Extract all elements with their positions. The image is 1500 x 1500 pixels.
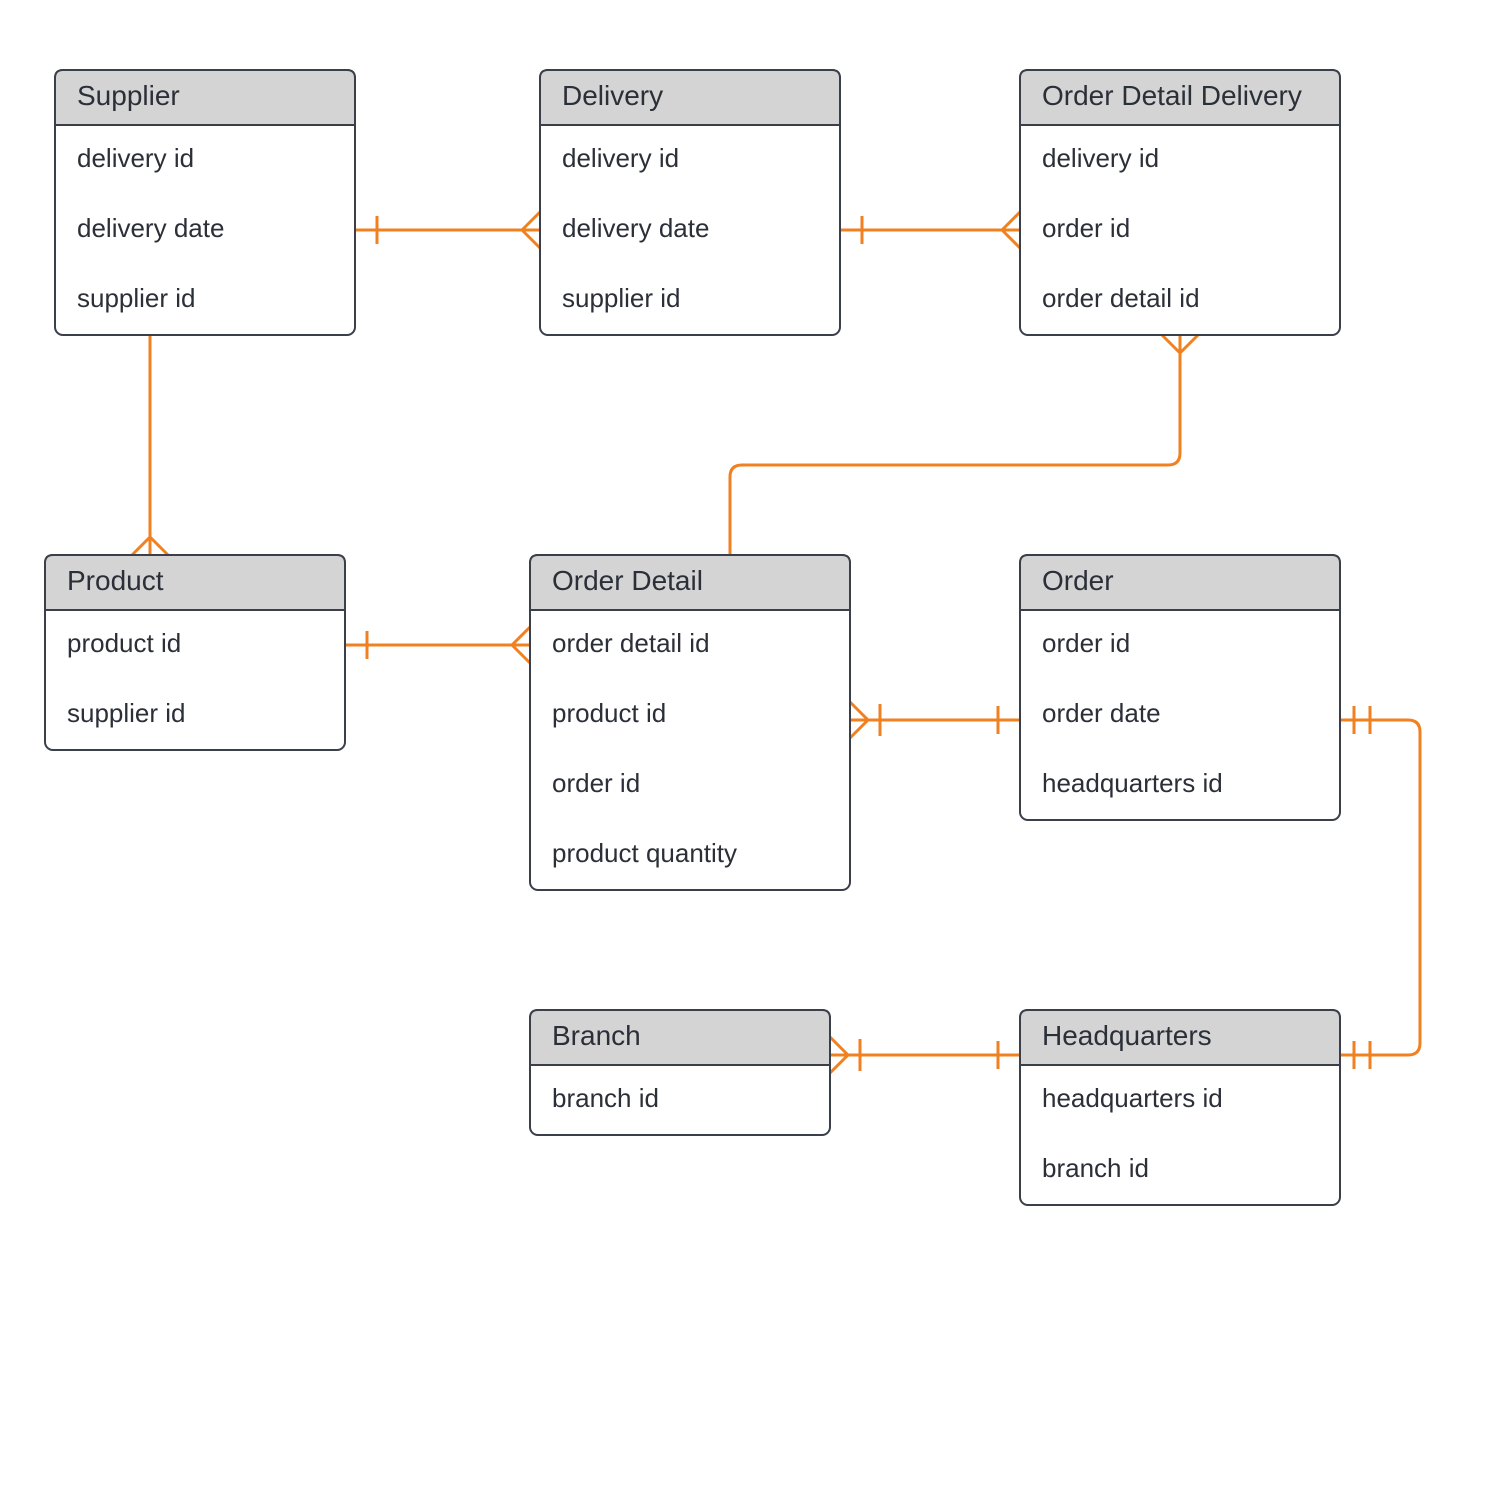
entities: Supplier delivery id delivery date supplier… [45,70,1340,1205]
connector-supplier-product [132,335,168,555]
entity-title: Product [67,565,164,596]
entity-attr: branch id [552,1083,659,1113]
entity-hq: Headquarters headquarters id branch id [1020,1010,1340,1205]
entity-attr: branch id [1042,1153,1149,1183]
connector-delivery-odd [840,212,1020,248]
entity-attr: order id [1042,213,1130,243]
entity-title: Headquarters [1042,1020,1212,1051]
entity-attr: supplier id [67,698,186,728]
connector-order-hq [1340,706,1420,1069]
entity-attr: supplier id [562,283,681,313]
entity-odd: Order Detail Delivery delivery id order id… [1020,70,1340,335]
er-diagram: Supplier delivery id delivery date supplier… [0,0,1500,1500]
entity-orderdet: Order Detail order detail id product id ord… [530,555,850,890]
entity-title: Order Detail [552,565,703,596]
connector-orderdet-order [850,702,1020,738]
entity-attr: delivery id [562,143,679,173]
entity-product: Product product id supplier id [45,555,345,750]
connector-supplier-delivery [355,212,540,248]
entity-attr: delivery date [562,213,709,243]
entity-supplier: Supplier delivery id delivery date supplier… [55,70,355,335]
entity-attr: order detail id [1042,283,1200,313]
entity-attr: product quantity [552,838,737,868]
entity-attr: order id [1042,628,1130,658]
connector-orderdet-odd [730,335,1198,555]
entity-attr: product id [67,628,181,658]
entity-branch: Branch branch id [530,1010,830,1135]
entity-attr: order detail id [552,628,710,658]
entity-attr: supplier id [77,283,196,313]
entity-attr: order id [552,768,640,798]
entity-title: Branch [552,1020,641,1051]
entity-attr: delivery id [1042,143,1159,173]
connector-branch-hq [830,1037,1020,1073]
entity-title: Order Detail Delivery [1042,80,1302,111]
connector-product-orderdet [345,627,530,663]
entity-attr: order date [1042,698,1161,728]
entity-attr: delivery date [77,213,224,243]
entity-delivery: Delivery delivery id delivery date supplier… [540,70,840,335]
entity-title: Order [1042,565,1114,596]
entity-attr: headquarters id [1042,768,1223,798]
entity-attr: delivery id [77,143,194,173]
entity-order: Order order id order date headquarters id [1020,555,1340,820]
entity-attr: product id [552,698,666,728]
entity-title: Delivery [562,80,663,111]
entity-attr: headquarters id [1042,1083,1223,1113]
entity-title: Supplier [77,80,180,111]
